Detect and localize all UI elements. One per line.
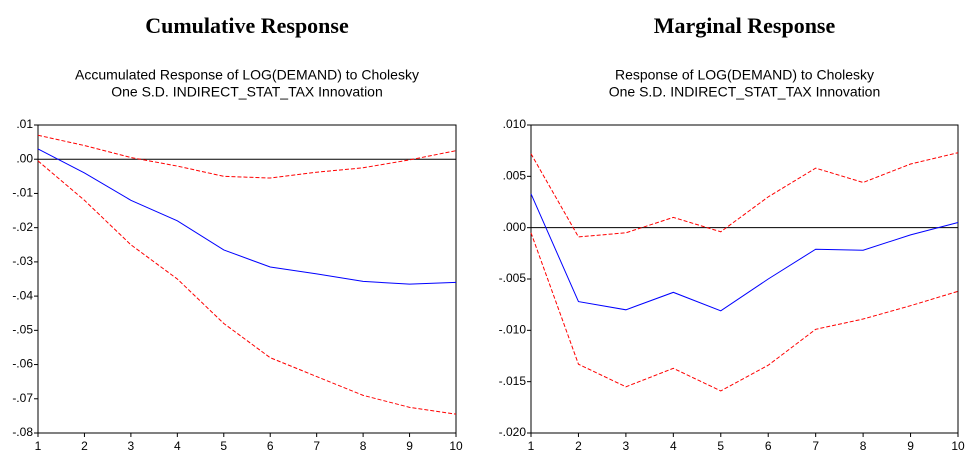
x-tick-label: 5 <box>717 439 724 453</box>
y-tick-label: -.01 <box>12 186 33 200</box>
x-tick-label: 10 <box>951 439 965 453</box>
x-tick-label: 3 <box>128 439 135 453</box>
x-tick-label: 6 <box>267 439 274 453</box>
y-tick-label: -.08 <box>12 425 33 439</box>
y-tick-label: -.010 <box>499 323 527 337</box>
series-line <box>530 193 959 312</box>
x-tick-label: 7 <box>313 439 320 453</box>
x-tick-label: 2 <box>81 439 88 453</box>
plot-frame <box>37 124 457 434</box>
y-tick-label: -.020 <box>499 425 527 439</box>
x-tick-label: 4 <box>670 439 677 453</box>
x-tick-label: 2 <box>575 439 582 453</box>
series-line <box>37 160 457 415</box>
chart-subtitle: Response of LOG(DEMAND) to Cholesky <box>615 67 874 83</box>
x-tick-label: 8 <box>360 439 367 453</box>
y-tick-label: -.005 <box>499 271 527 285</box>
series-line <box>37 134 457 179</box>
series-line <box>37 148 457 285</box>
y-tick-label: -.07 <box>12 391 33 405</box>
x-tick-label: 3 <box>623 439 630 453</box>
x-tick-label: 1 <box>528 439 535 453</box>
y-tick-label: -.03 <box>12 254 33 268</box>
x-tick-label: 10 <box>449 439 463 453</box>
series-line <box>530 152 959 238</box>
y-tick-label: .01 <box>16 117 33 131</box>
x-tick-label: 5 <box>220 439 227 453</box>
chart-title: Marginal Response <box>654 13 836 38</box>
y-tick-label: -.05 <box>12 323 33 337</box>
y-tick-label: .00 <box>16 151 33 165</box>
x-tick-label: 4 <box>174 439 181 453</box>
x-tick-label: 8 <box>860 439 867 453</box>
x-tick-label: 6 <box>765 439 772 453</box>
chart-title: Cumulative Response <box>145 13 349 38</box>
chart-subtitle: One S.D. INDIRECT_STAT_TAX Innovation <box>111 84 383 100</box>
x-tick-label: 1 <box>35 439 42 453</box>
plot-frame <box>530 124 959 434</box>
y-tick-label: .000 <box>503 220 527 234</box>
y-tick-label: .010 <box>503 117 527 131</box>
y-tick-label: -.06 <box>12 357 33 371</box>
series-line <box>530 232 959 392</box>
x-tick-label: 9 <box>406 439 413 453</box>
y-tick-label: -.015 <box>499 374 527 388</box>
y-tick-label: .005 <box>503 169 527 183</box>
y-tick-label: -.04 <box>12 288 33 302</box>
x-tick-label: 9 <box>907 439 914 453</box>
chart-subtitle: Accumulated Response of LOG(DEMAND) to C… <box>75 67 419 83</box>
y-tick-label: -.02 <box>12 220 33 234</box>
x-tick-label: 7 <box>812 439 819 453</box>
chart-subtitle: One S.D. INDIRECT_STAT_TAX Innovation <box>609 84 881 100</box>
